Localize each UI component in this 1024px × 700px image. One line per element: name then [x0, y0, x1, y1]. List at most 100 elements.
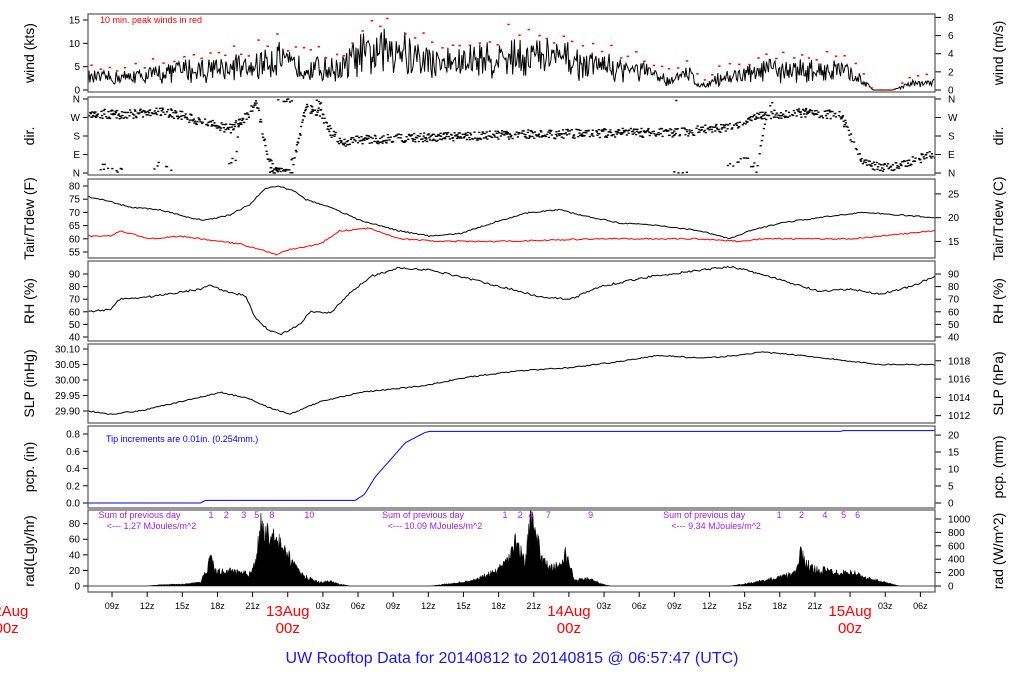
dir-point [708, 129, 711, 131]
dir-point [176, 115, 179, 117]
dir-point [684, 134, 687, 136]
dir-point [421, 138, 424, 140]
dir-point [164, 113, 167, 115]
dir-point [893, 168, 896, 171]
y-right-tick-label: 15 [948, 448, 960, 459]
dir-point [904, 160, 907, 162]
dir-point [271, 170, 275, 172]
dir-point [838, 111, 841, 113]
y-right-tick-label: N [948, 95, 955, 106]
dir-point [304, 110, 307, 112]
dir-point [853, 141, 856, 143]
dir-point [161, 108, 164, 110]
dir-point [425, 138, 428, 140]
dir-point [360, 136, 363, 138]
x-tick-label: 06z [632, 601, 647, 611]
panel-frame [87, 260, 936, 342]
dir-point [549, 132, 552, 134]
dir-point [273, 172, 276, 174]
y-right-tick-label: N [948, 169, 955, 180]
dir-point [530, 131, 533, 133]
dir-point [817, 111, 820, 113]
dir-point [435, 135, 439, 137]
dir-point [562, 137, 565, 139]
dir-point [170, 169, 173, 171]
dir-point [374, 135, 377, 137]
y-right-tick-label: 90 [948, 270, 960, 281]
y-right-tick-label: 1016 [948, 375, 971, 386]
dir-point [509, 136, 512, 138]
dir-point [111, 167, 114, 170]
dir-point [300, 125, 303, 128]
dir-point [356, 142, 360, 144]
dir-point [633, 132, 636, 134]
dir-point [421, 140, 425, 143]
dir-point [350, 137, 353, 139]
dir-point [808, 110, 811, 112]
dir-point [292, 163, 295, 166]
dir-point [455, 137, 459, 140]
dir-point [375, 137, 378, 140]
dir-point [700, 126, 703, 129]
dir-point [230, 126, 234, 128]
panel-temp-data [88, 185, 935, 256]
dir-point [848, 134, 851, 136]
panel-frame [87, 343, 936, 424]
dir-point [748, 116, 751, 119]
dir-point [885, 165, 888, 167]
dir-point [229, 123, 232, 125]
dir-point [333, 135, 336, 137]
dir-point [351, 141, 354, 144]
dir-point [247, 116, 251, 118]
y-right-tick-label: 50 [948, 320, 960, 331]
dir-point [930, 153, 934, 155]
dir-point [154, 112, 157, 114]
dir-point [251, 110, 254, 112]
dir-point [318, 115, 321, 117]
dir-point [765, 118, 768, 121]
dir-point [268, 160, 271, 162]
daily-sum-value: <--- 1.27 MJoules/m^2 [107, 521, 197, 531]
panel-frame [87, 96, 936, 176]
dir-point [106, 117, 109, 119]
x-tick-label: 15z [456, 601, 471, 611]
dir-point [399, 137, 402, 139]
dir-point [805, 109, 808, 111]
y-right-tick-label: 1014 [948, 393, 971, 404]
dir-point [763, 117, 766, 120]
x-tick-label: 12z [140, 601, 155, 611]
dir-point [253, 104, 256, 106]
dir-point [648, 134, 651, 137]
dir-point [155, 107, 158, 109]
dir-point [607, 134, 610, 136]
dir-point [444, 132, 447, 134]
x-tick-label: 12z [421, 601, 436, 611]
x-tick-label: 03z [316, 601, 331, 611]
dir-point [900, 164, 903, 167]
dir-point [697, 128, 700, 131]
dir-point [361, 139, 364, 142]
dir-point [759, 111, 762, 114]
dir-point [628, 129, 631, 131]
dir-point [118, 118, 121, 120]
dir-point [635, 133, 638, 136]
dir-point [685, 171, 688, 173]
dir-point [277, 99, 280, 101]
dir-point [393, 135, 396, 138]
dir-point [914, 157, 917, 159]
dir-point [566, 134, 569, 136]
y-tick-label: 50 [69, 320, 81, 331]
dir-point [620, 131, 623, 134]
dir-point [431, 133, 434, 135]
dir-point [744, 157, 748, 159]
dir-point [311, 106, 314, 108]
dir-point [741, 124, 744, 126]
dir-point [514, 133, 517, 136]
dir-point [703, 130, 706, 133]
dir-point [131, 113, 135, 115]
dir-point [532, 132, 535, 134]
dir-point [861, 162, 864, 165]
dir-point [764, 113, 767, 115]
dir-point [366, 135, 369, 137]
dir-point [424, 136, 427, 139]
